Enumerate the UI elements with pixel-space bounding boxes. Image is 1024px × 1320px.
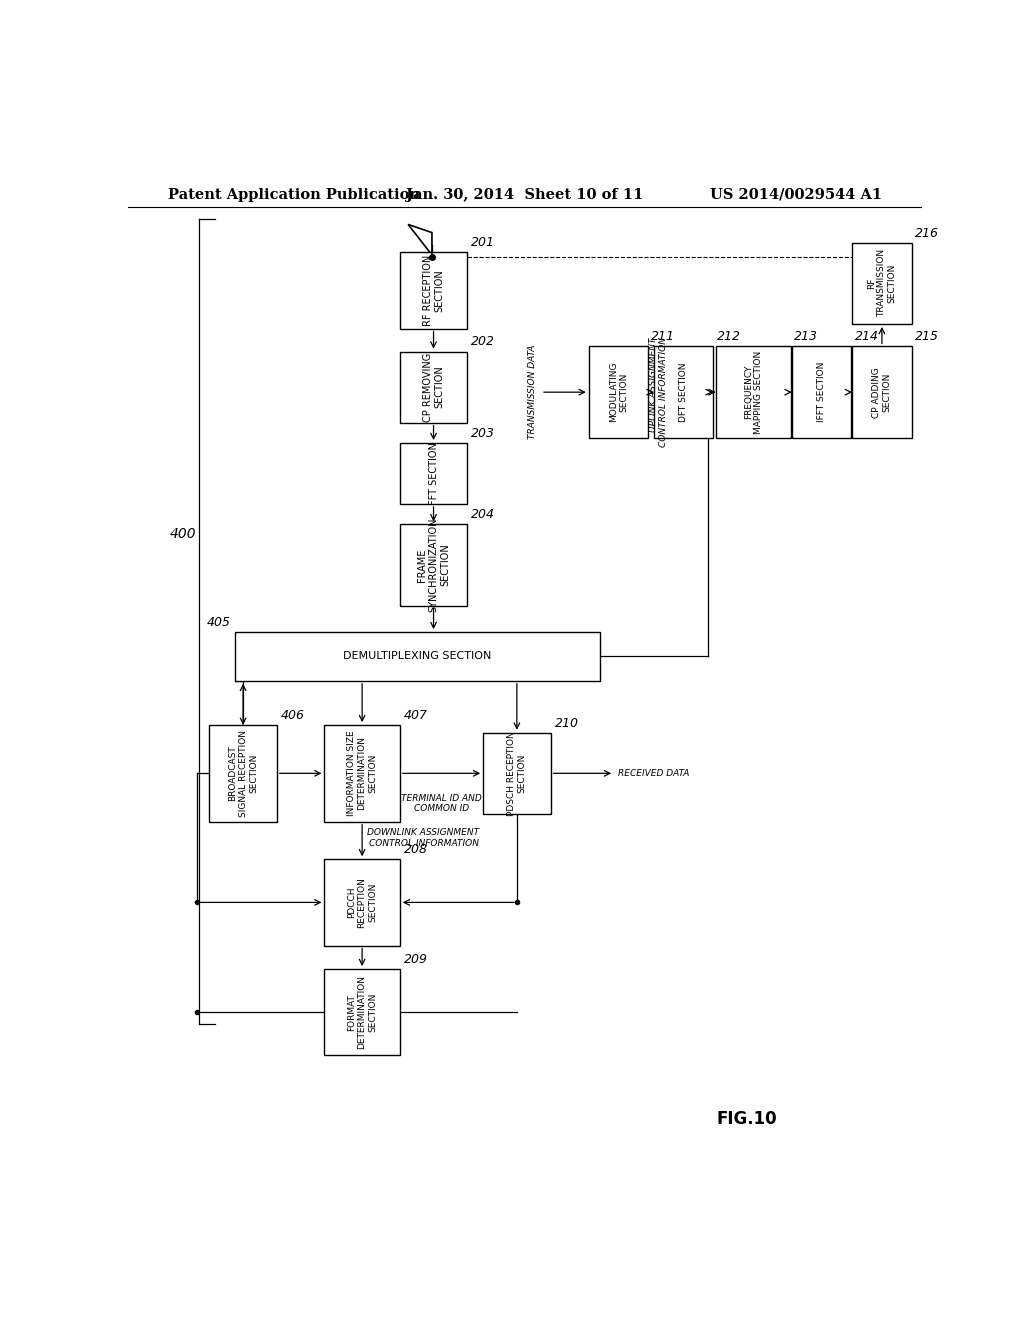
FancyBboxPatch shape [399,444,467,504]
Text: US 2014/0029544 A1: US 2014/0029544 A1 [710,187,882,202]
Text: 209: 209 [403,953,428,966]
Text: CP REMOVING
SECTION: CP REMOVING SECTION [423,352,444,421]
FancyBboxPatch shape [325,859,399,945]
Text: RF RECEPTION
SECTION: RF RECEPTION SECTION [423,255,444,326]
Text: Jan. 30, 2014  Sheet 10 of 11: Jan. 30, 2014 Sheet 10 of 11 [407,187,643,202]
Text: PDCCH
RECEPTION
SECTION: PDCCH RECEPTION SECTION [347,876,377,928]
Text: 406: 406 [281,709,305,722]
Text: 210: 210 [555,717,579,730]
FancyBboxPatch shape [399,524,467,606]
Text: TERMINAL ID AND
COMMON ID: TERMINAL ID AND COMMON ID [401,793,482,813]
Text: 203: 203 [471,426,496,440]
Text: 211: 211 [651,330,676,343]
Text: 407: 407 [403,709,428,722]
FancyBboxPatch shape [589,346,648,438]
Text: 213: 213 [795,330,818,343]
FancyBboxPatch shape [399,252,467,329]
FancyBboxPatch shape [209,725,276,821]
Text: RF
TRANSMISSION
SECTION: RF TRANSMISSION SECTION [867,249,897,318]
FancyBboxPatch shape [483,733,551,814]
Text: IFFT SECTION: IFFT SECTION [817,362,826,422]
Text: 201: 201 [471,236,496,249]
Text: 204: 204 [471,508,496,521]
Text: Patent Application Publication: Patent Application Publication [168,187,420,202]
Text: UPLINK ASSIGNMENT
CONTROL INFORMATION: UPLINK ASSIGNMENT CONTROL INFORMATION [648,337,668,447]
Text: FORMAT
DETERMINATION
SECTION: FORMAT DETERMINATION SECTION [347,975,377,1049]
FancyBboxPatch shape [792,346,851,438]
FancyBboxPatch shape [325,969,399,1056]
Text: 212: 212 [717,330,740,343]
Text: DOWNLINK ASSIGNMENT
CONTROL INFORMATION: DOWNLINK ASSIGNMENT CONTROL INFORMATION [367,828,479,847]
Text: 202: 202 [471,335,496,348]
FancyBboxPatch shape [325,725,399,821]
Text: PDSCH RECEPTION
SECTION: PDSCH RECEPTION SECTION [507,731,526,816]
Text: CP ADDING
SECTION: CP ADDING SECTION [872,367,892,417]
FancyBboxPatch shape [852,243,911,325]
FancyBboxPatch shape [852,346,911,438]
Text: FRAME
SYNCHRONIZATION
SECTION: FRAME SYNCHRONIZATION SECTION [417,517,451,612]
Text: 208: 208 [403,843,428,857]
Text: FIG.10: FIG.10 [717,1110,777,1127]
Text: 216: 216 [914,227,939,240]
Text: BROADCAST
SIGNAL RECEPTION
SECTION: BROADCAST SIGNAL RECEPTION SECTION [228,730,258,817]
FancyBboxPatch shape [236,632,600,681]
Text: RECEIVED DATA: RECEIVED DATA [618,768,689,777]
Text: 405: 405 [207,616,231,630]
Text: DFT SECTION: DFT SECTION [679,363,688,422]
Text: DEMULTIPLEXING SECTION: DEMULTIPLEXING SECTION [343,652,492,661]
FancyBboxPatch shape [653,346,714,438]
Text: TRANSMISSION DATA: TRANSMISSION DATA [528,345,538,440]
Text: 400: 400 [170,528,197,541]
Text: INFORMATION SIZE
DETERMINATION
SECTION: INFORMATION SIZE DETERMINATION SECTION [347,730,377,816]
Text: 215: 215 [914,330,939,343]
Text: FFT SECTION: FFT SECTION [428,442,438,506]
Text: MODULATING
SECTION: MODULATING SECTION [608,362,628,422]
Text: 214: 214 [855,330,879,343]
FancyBboxPatch shape [399,351,467,422]
FancyBboxPatch shape [716,346,792,438]
Text: FREQUENCY
MAPPING SECTION: FREQUENCY MAPPING SECTION [743,351,763,434]
